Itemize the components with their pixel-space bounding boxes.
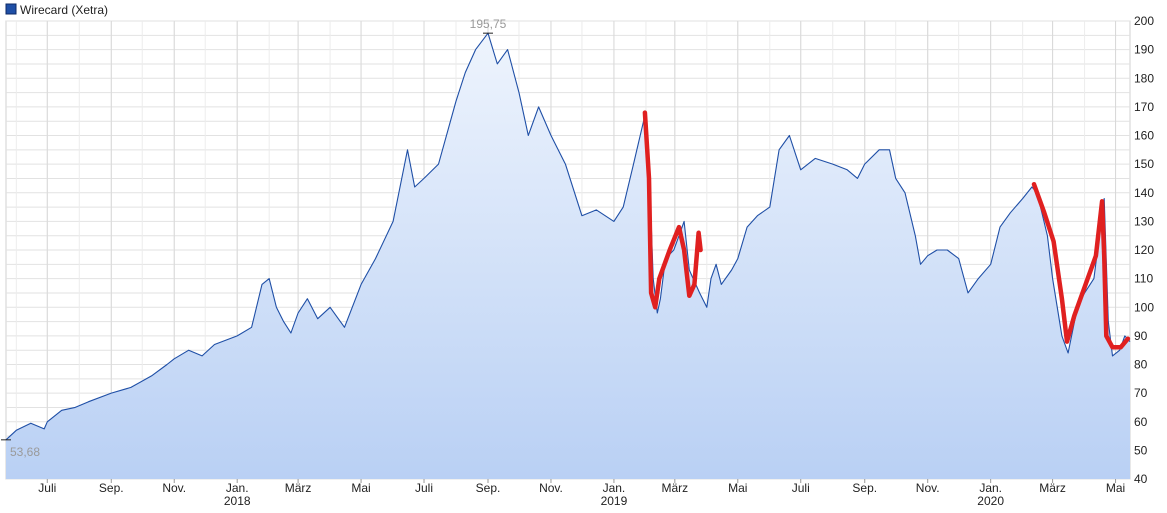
red-stroke [1031,181,1131,350]
price-line [5,32,1131,441]
y-tick-label: 90 [1134,329,1148,343]
y-tick-label: 180 [1134,71,1154,85]
legend-swatch [5,3,17,15]
min-value-label: 53,68 [10,445,40,459]
min-max-annotations: 195,75 53,68 [1,17,507,459]
y-tick-label: 100 [1134,300,1154,314]
x-tick-label: Mai [728,481,747,495]
y-tick-label: 60 [1134,415,1148,429]
x-tick-label: Juli [38,481,56,495]
red-stroke [642,110,703,310]
price-area-fill [6,33,1130,479]
x-tick-label: Sep. [99,481,124,495]
y-tick-label: 120 [1134,243,1154,257]
x-tick-label: März [285,481,312,495]
x-tick-label: Jan. [603,481,626,495]
x-tick-label: Jan. [979,481,1002,495]
y-tick-label: 170 [1134,100,1154,114]
x-tick-label: Mai [1106,481,1125,495]
x-tick-label: Nov. [916,481,940,495]
y-tick-label: 200 [1134,14,1154,28]
y-tick-label: 130 [1134,214,1154,228]
y-tick-label: 50 [1134,443,1148,457]
x-tick-year-label: 2018 [224,494,251,508]
x-tick-label: Nov. [162,481,186,495]
x-tick-label: März [661,481,688,495]
y-tick-label: 40 [1134,472,1148,486]
x-tick-label: Sep. [476,481,501,495]
y-tick-label: 150 [1134,157,1154,171]
x-tick-label: März [1039,481,1066,495]
y-tick-label: 140 [1134,186,1154,200]
y-axis: 40 50 60 70 80 90 100 110 120 130 140 150 160 170 180 1… [1134,14,1154,486]
legend-label: Wirecard (Xetra) [20,3,108,17]
y-tick-label: 190 [1134,43,1154,57]
y-tick-label: 70 [1134,386,1148,400]
red-annotation-strokes [642,110,1131,350]
y-tick-label: 80 [1134,358,1148,372]
x-tick-label: Juli [415,481,433,495]
x-tick-year-label: 2020 [977,494,1004,508]
x-tick-label: Juli [792,481,810,495]
chart-legend: Wirecard (Xetra) [5,3,108,17]
x-tick-label: Mai [351,481,370,495]
x-tick-label: Sep. [852,481,877,495]
y-tick-label: 110 [1134,272,1153,286]
x-tick-label: Nov. [539,481,563,495]
max-value-label: 195,75 [470,17,507,31]
x-tick-label: Jan. [226,481,249,495]
price-area-layer [5,32,1131,479]
y-tick-label: 160 [1134,129,1154,143]
x-tick-year-label: 2019 [601,494,628,508]
